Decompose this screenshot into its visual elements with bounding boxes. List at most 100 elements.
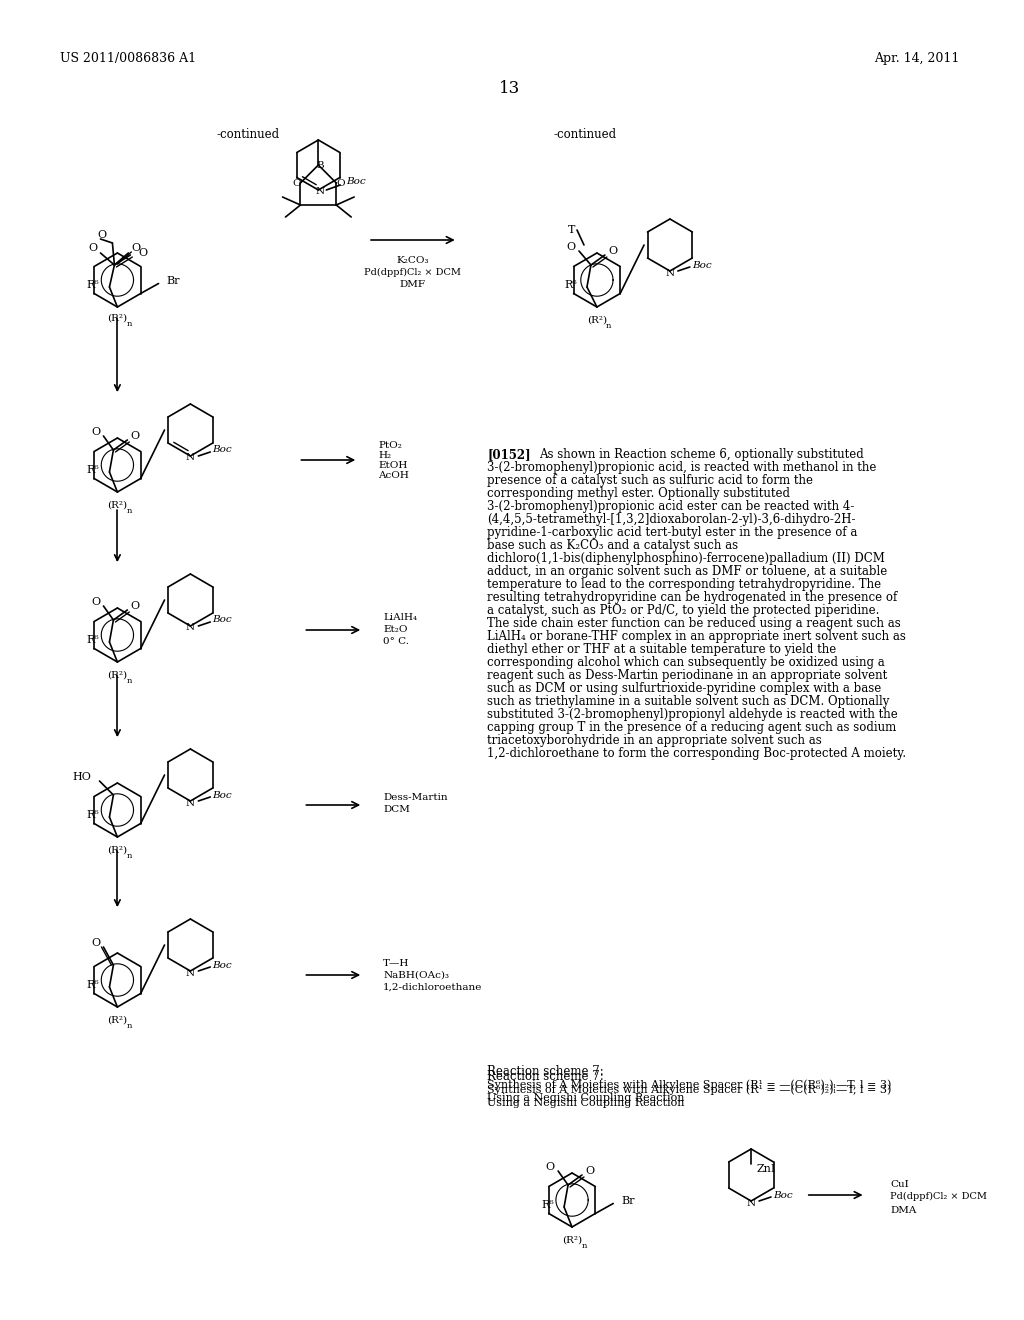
Text: 0° C.: 0° C.: [383, 638, 409, 647]
Text: n: n: [127, 1022, 132, 1030]
Text: N: N: [666, 268, 675, 277]
Text: R⁶: R⁶: [87, 979, 99, 990]
Text: N: N: [185, 623, 195, 632]
Text: Reaction scheme 7:: Reaction scheme 7:: [487, 1065, 604, 1078]
Text: adduct, in an organic solvent such as DMF or toluene, at a suitable: adduct, in an organic solvent such as DM…: [487, 565, 888, 578]
Text: The side chain ester function can be reduced using a reagent such as: The side chain ester function can be red…: [487, 616, 901, 630]
Text: O: O: [131, 601, 140, 611]
Text: R⁶: R⁶: [87, 810, 99, 820]
Text: temperature to lead to the corresponding tetrahydropyridine. The: temperature to lead to the corresponding…: [487, 578, 882, 591]
Text: DMA: DMA: [891, 1206, 916, 1214]
Text: O: O: [131, 432, 140, 441]
Text: presence of a catalyst such as sulfuric acid to form the: presence of a catalyst such as sulfuric …: [487, 474, 813, 487]
Text: R⁶: R⁶: [87, 280, 99, 290]
Text: ZnI: ZnI: [756, 1164, 775, 1173]
Text: diethyl ether or THF at a suitable temperature to yield the: diethyl ether or THF at a suitable tempe…: [487, 643, 837, 656]
Text: R⁶: R⁶: [87, 635, 99, 645]
Text: PtO₂: PtO₂: [378, 441, 401, 450]
Text: Synthesis of A Moieties with Alkylene Spacer (R¹ = —(C(R⁶)₂)ₗ—T, l = 3): Synthesis of A Moieties with Alkylene Sp…: [487, 1078, 892, 1089]
Text: O: O: [566, 242, 575, 252]
Text: Boc: Boc: [346, 177, 366, 186]
Text: (R²): (R²): [587, 315, 607, 325]
Text: substituted 3-(2-bromophenyl)propionyl aldehyde is reacted with the: substituted 3-(2-bromophenyl)propionyl a…: [487, 708, 898, 721]
Text: Boc: Boc: [212, 961, 231, 969]
Text: O: O: [546, 1162, 555, 1172]
Text: a catalyst, such as PtO₂ or Pd/C, to yield the protected piperidine.: a catalyst, such as PtO₂ or Pd/C, to yie…: [487, 605, 880, 616]
Text: Reaction scheme 7:: Reaction scheme 7:: [487, 1071, 604, 1082]
Text: N: N: [746, 1199, 756, 1208]
Text: Boc: Boc: [773, 1191, 793, 1200]
Text: T: T: [568, 224, 575, 235]
Text: 3-(2-bromophenyl)propionic acid, is reacted with methanol in the: 3-(2-bromophenyl)propionic acid, is reac…: [487, 461, 877, 474]
Text: 3-(2-bromophenyl)propionic acid ester can be reacted with 4-: 3-(2-bromophenyl)propionic acid ester ca…: [487, 500, 855, 513]
Text: -continued: -continued: [217, 128, 280, 141]
Text: (R²): (R²): [108, 846, 127, 854]
Text: (R²): (R²): [562, 1236, 582, 1245]
Text: [0152]: [0152]: [487, 447, 531, 461]
Text: AcOH: AcOH: [378, 470, 409, 479]
Text: N: N: [315, 187, 325, 197]
Text: such as triethylamine in a suitable solvent such as DCM. Optionally: such as triethylamine in a suitable solv…: [487, 696, 890, 708]
Text: T—H: T—H: [383, 958, 410, 968]
Text: Dess-Martin: Dess-Martin: [383, 793, 447, 803]
Text: resulting tetrahydropyridine can be hydrogenated in the presence of: resulting tetrahydropyridine can be hydr…: [487, 591, 898, 605]
Text: R⁶: R⁶: [542, 1200, 554, 1210]
Text: Pd(dppf)Cl₂ × DCM: Pd(dppf)Cl₂ × DCM: [891, 1192, 987, 1201]
Text: Boc: Boc: [212, 446, 231, 454]
Text: 1,2-dichloroethane: 1,2-dichloroethane: [383, 982, 482, 991]
Text: triacetoxyborohydride in an appropriate solvent such as: triacetoxyborohydride in an appropriate …: [487, 734, 822, 747]
Text: corresponding alcohol which can subsequently be oxidized using a: corresponding alcohol which can subseque…: [487, 656, 885, 669]
Text: Br: Br: [167, 276, 180, 286]
Text: Et₂O: Et₂O: [383, 626, 408, 635]
Text: -continued: -continued: [553, 128, 616, 141]
Text: O: O: [586, 1166, 595, 1176]
Text: HO: HO: [73, 772, 91, 781]
Text: O: O: [608, 246, 617, 256]
Text: B: B: [316, 161, 325, 169]
Text: 1,2-dichloroethane to form the corresponding Boc-protected A moiety.: 1,2-dichloroethane to form the correspon…: [487, 747, 906, 760]
Text: dichloro(1,1-bis(diphenylphosphino)-ferrocene)palladium (II) DCM: dichloro(1,1-bis(diphenylphosphino)-ferr…: [487, 552, 886, 565]
Text: O: O: [336, 178, 344, 187]
Text: (R²): (R²): [108, 1015, 127, 1024]
Text: Boc: Boc: [692, 260, 712, 269]
Text: US 2011/0086836 A1: US 2011/0086836 A1: [59, 51, 196, 65]
Text: Br: Br: [622, 1196, 635, 1206]
Text: N: N: [185, 454, 195, 462]
Text: corresponding methyl ester. Optionally substituted: corresponding methyl ester. Optionally s…: [487, 487, 791, 500]
Text: DCM: DCM: [383, 805, 410, 814]
Text: (4,4,5,5-tetramethyl-[1,3,2]dioxaborolan-2-yl)-3,6-dihydro-2H-: (4,4,5,5-tetramethyl-[1,3,2]dioxaborolan…: [487, 513, 856, 525]
Text: O: O: [292, 178, 301, 187]
Text: As shown in Reaction scheme 6, optionally substituted: As shown in Reaction scheme 6, optionall…: [540, 447, 864, 461]
Text: Synthesis of A Moieties with Alkylene Spacer (R¹ = —(C(R⁶)₂)ₗ—T, l = 3): Synthesis of A Moieties with Alkylene Sp…: [487, 1084, 892, 1094]
Text: n: n: [127, 677, 132, 685]
Text: O: O: [91, 597, 100, 607]
Text: n: n: [127, 507, 132, 515]
Text: n: n: [127, 319, 132, 327]
Text: O: O: [97, 230, 106, 240]
Text: CuI: CuI: [891, 1180, 909, 1189]
Text: Boc: Boc: [212, 791, 231, 800]
Text: (R²): (R²): [108, 500, 127, 510]
Text: EtOH: EtOH: [378, 461, 408, 470]
Text: Using a Negishi Coupling Reaction: Using a Negishi Coupling Reaction: [487, 1093, 685, 1104]
Text: Using a Negishi Coupling Reaction: Using a Negishi Coupling Reaction: [487, 1098, 685, 1107]
Text: Apr. 14, 2011: Apr. 14, 2011: [873, 51, 959, 65]
Text: LiAlH₄ or borane-THF complex in an appropriate inert solvent such as: LiAlH₄ or borane-THF complex in an appro…: [487, 630, 906, 643]
Text: Pd(dppf)Cl₂ × DCM: Pd(dppf)Cl₂ × DCM: [365, 268, 462, 277]
Text: H₂: H₂: [378, 450, 391, 459]
Text: (R²): (R²): [108, 671, 127, 680]
Text: n: n: [582, 1242, 587, 1250]
Text: reagent such as Dess-Martin periodinane in an appropriate solvent: reagent such as Dess-Martin periodinane …: [487, 669, 888, 682]
Text: 13: 13: [499, 81, 520, 96]
Text: R⁶: R⁶: [564, 280, 577, 290]
Text: n: n: [606, 322, 611, 330]
Text: N: N: [185, 969, 195, 978]
Text: base such as K₂CO₃ and a catalyst such as: base such as K₂CO₃ and a catalyst such a…: [487, 539, 738, 552]
Text: such as DCM or using sulfurtrioxide-pyridine complex with a base: such as DCM or using sulfurtrioxide-pyri…: [487, 682, 882, 696]
Text: DMF: DMF: [399, 280, 426, 289]
Text: pyridine-1-carboxylic acid tert-butyl ester in the presence of a: pyridine-1-carboxylic acid tert-butyl es…: [487, 525, 858, 539]
Text: O: O: [88, 243, 97, 253]
Text: R⁶: R⁶: [87, 465, 99, 475]
Text: (R²): (R²): [108, 314, 127, 322]
Text: O: O: [138, 248, 147, 257]
